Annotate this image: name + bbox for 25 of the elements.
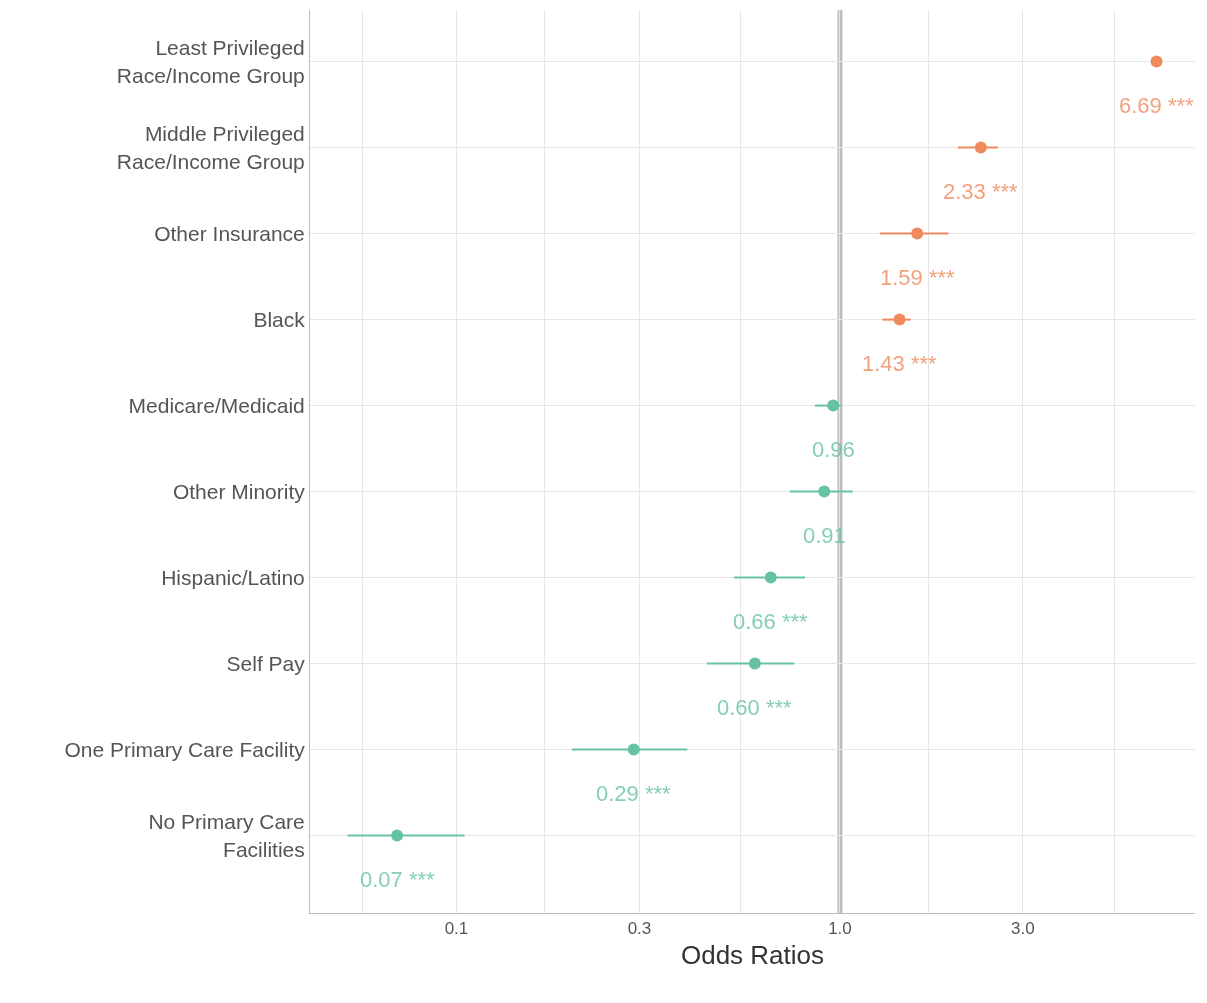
y-tick-label: Self Pay (226, 651, 306, 675)
x-tick-label: 1.0 (828, 919, 852, 939)
data-label: 6.69 *** (1119, 93, 1195, 118)
y-tick-label: Black (253, 307, 306, 331)
y-tick-label: Hispanic/Latino (161, 565, 305, 589)
data-label: 1.59 *** (880, 265, 956, 290)
data-label: 0.60 *** (717, 695, 793, 720)
y-tick-label: Least Privileged Race/Income Group (116, 36, 305, 87)
y-tick-label: Middle Privileged Race/Income Group (116, 122, 305, 173)
y-tick-label: Other Minority (172, 479, 306, 503)
x-tick-label: 0.1 (444, 919, 469, 939)
data-label: 0.29 *** (596, 781, 672, 806)
x-tick-label: 0.3 (627, 919, 652, 939)
y-tick-label: No Primary Care Facilities (148, 810, 305, 861)
data-label: 1.43 *** (862, 351, 938, 376)
y-tick-label: Medicare/Medicaid (128, 393, 305, 417)
x-tick-label: 3.0 (1011, 919, 1035, 939)
data-label: 0.91 (803, 523, 846, 548)
data-label: 0.66 *** (733, 609, 809, 634)
y-tick-label: One Primary Care Facility (64, 737, 306, 761)
x-axis-title: Odds Ratios (680, 940, 825, 971)
y-tick-label: Other Insurance (154, 221, 305, 245)
data-label: 2.33 *** (943, 179, 1019, 204)
data-label: 0.96 (812, 437, 855, 462)
data-label: 0.07 *** (360, 867, 436, 892)
